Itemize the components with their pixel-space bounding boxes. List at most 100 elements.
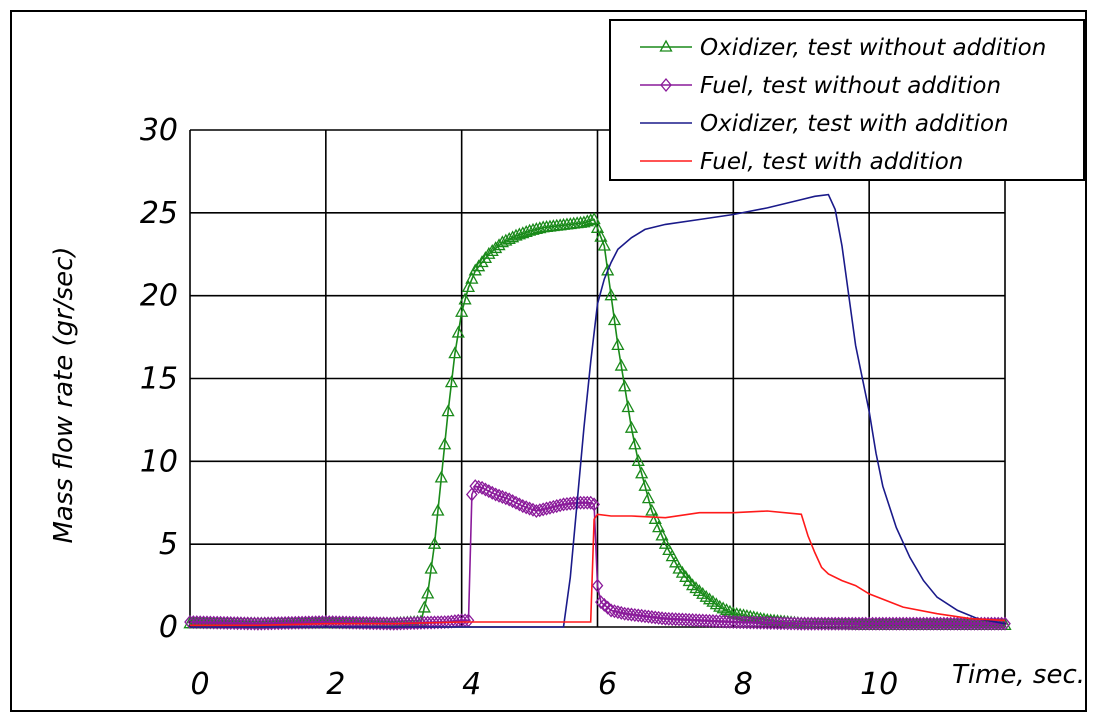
data-point [554, 498, 566, 513]
data-point [604, 288, 618, 301]
data-point [533, 503, 546, 518]
data-point [475, 255, 489, 268]
data-point [472, 259, 486, 272]
y-tick-label: 10 [140, 444, 178, 479]
series-3 [190, 193, 1006, 628]
data-point [489, 487, 502, 502]
data-point [417, 600, 431, 613]
data-point [601, 263, 615, 276]
data-point [587, 212, 601, 225]
data-point [431, 503, 445, 516]
data-point [605, 603, 617, 618]
y-tick-label: 25 [140, 196, 178, 231]
data-point [485, 244, 499, 257]
data-point [461, 280, 476, 293]
data-point [614, 358, 628, 371]
data-point [544, 500, 556, 515]
series-2 [184, 479, 1011, 631]
y-axis-label: Mass flow rate (gr/sec) [49, 246, 79, 543]
data-point [455, 304, 469, 317]
data-point [499, 491, 512, 506]
data-point [482, 246, 496, 259]
data-point [635, 466, 649, 479]
data-point [448, 346, 462, 359]
data-point [489, 241, 503, 254]
y-tick-label: 20 [140, 279, 178, 314]
data-point [655, 528, 669, 541]
legend-label: Oxidizer, test with addition [700, 111, 1009, 137]
x-tick-label: 4 [462, 667, 481, 702]
legend: Oxidizer, test without addition Fuel, tes… [609, 19, 1085, 181]
data-point [726, 606, 740, 619]
data-point [621, 400, 635, 413]
data-point [648, 511, 662, 524]
data-point [584, 495, 597, 510]
data-point [469, 479, 482, 494]
data-point [615, 605, 628, 620]
data-point [550, 499, 563, 514]
data-point [662, 543, 676, 556]
data-point [540, 501, 553, 516]
data-point [516, 499, 529, 514]
data-point [641, 491, 656, 504]
data-point [520, 500, 533, 515]
data-point [594, 229, 608, 242]
data-point [624, 420, 639, 433]
data-point [631, 453, 645, 466]
data-point [598, 597, 611, 612]
data-point [588, 497, 600, 512]
data-point [530, 504, 543, 519]
data-point [451, 325, 465, 338]
data-point [581, 495, 594, 510]
x-tick-label: 2 [326, 667, 345, 702]
data-point [645, 503, 659, 516]
data-point [486, 485, 499, 500]
legend-label: Fuel, test without addition [700, 73, 1001, 99]
data-point [424, 561, 438, 574]
data-point [523, 501, 536, 516]
data-point [733, 607, 747, 620]
data-point [612, 605, 624, 620]
legend-item: Fuel, test with addition [640, 149, 963, 175]
data-point [441, 404, 455, 417]
data-point [513, 497, 526, 512]
y-tick-label: 5 [159, 527, 178, 562]
data-point [660, 77, 672, 93]
data-point [665, 549, 679, 562]
data-point [652, 520, 666, 533]
y-tick-label: 0 [159, 610, 178, 645]
data-point [595, 595, 607, 610]
data-point [421, 586, 435, 599]
series-4 [190, 510, 1006, 627]
data-point [659, 39, 673, 52]
data-point [730, 607, 744, 620]
data-point [669, 555, 683, 568]
series-line [190, 193, 1006, 628]
legend-label: Oxidizer, test without addition [700, 35, 1046, 61]
data-point [999, 616, 1011, 631]
x-tick-label: 8 [734, 667, 753, 702]
data-point [537, 502, 550, 517]
x-axis-label: Time, sec. [952, 660, 1085, 690]
legend-item: Fuel, test without addition [640, 73, 1001, 99]
data-point [444, 375, 459, 388]
data-point [478, 251, 493, 264]
data-point [438, 437, 452, 450]
data-point [510, 495, 522, 510]
data-point [658, 536, 673, 549]
data-point [611, 338, 625, 351]
data-point [547, 499, 560, 514]
data-point [584, 213, 598, 226]
x-tick-label: 6 [598, 667, 617, 702]
data-point [638, 478, 652, 491]
data-point [591, 578, 604, 593]
legend-item: Oxidizer, test without addition [640, 35, 1046, 61]
data-point [601, 600, 614, 615]
data-point [468, 263, 482, 276]
data-point [506, 494, 519, 509]
data-point [479, 482, 492, 497]
data-point [713, 599, 727, 612]
data-point [476, 480, 488, 495]
data-point [465, 271, 479, 284]
